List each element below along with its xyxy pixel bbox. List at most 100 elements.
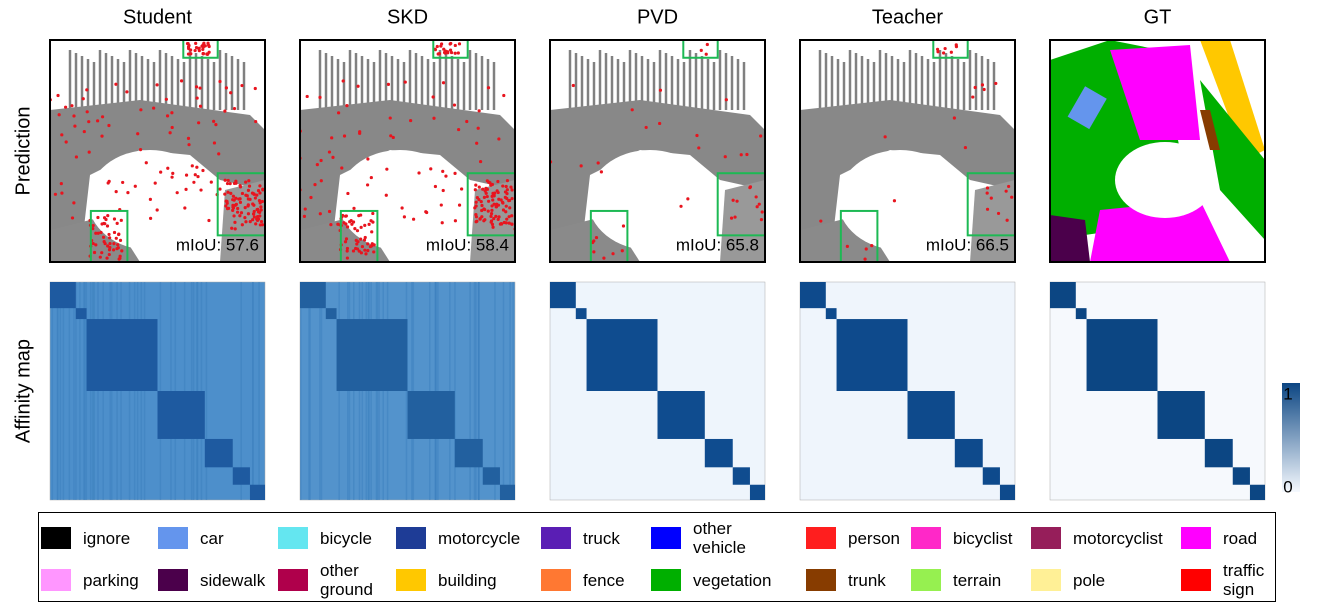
error-dot [435,44,439,49]
legend-label: bicycle [320,528,372,548]
error-dot [475,141,479,145]
error-dot [474,215,479,219]
error-dot [505,192,509,196]
car [1067,86,1107,130]
image-border [49,39,266,263]
error-dot [255,215,260,219]
error-dot [504,210,508,214]
error-dot [252,209,256,214]
legend-swatch [396,527,426,549]
legend-label: terrain [953,570,1002,590]
legend-swatch [806,527,836,549]
error-dot [355,229,360,233]
error-dot [207,218,211,223]
error-dot [757,202,761,206]
error-dot [229,191,233,195]
error-dot [159,170,163,174]
error-dot [755,205,759,209]
error-dot [139,108,143,112]
error-dot [244,180,248,184]
error-dot [102,240,106,244]
error-dot [170,175,174,179]
error-dot [496,190,500,195]
error-dot [175,191,179,195]
error-dot [179,79,184,83]
error-dot [107,123,111,128]
error-dot [345,225,350,229]
error-dot [57,113,61,117]
error-dot [225,201,229,205]
error-dot [487,199,491,203]
legend-swatch [278,527,308,549]
affinity-block [325,308,337,320]
error-dot [119,218,123,222]
legend-label: motorcycle [438,528,521,548]
error-dot [305,94,309,99]
error-dot [226,190,230,194]
error-dot [247,179,251,183]
error-dot [331,155,335,159]
affinity-block [1249,484,1265,500]
error-dot [679,204,683,208]
error-dot [340,166,344,170]
error-dot [759,218,764,222]
ground-right [220,180,265,262]
error-dot [491,198,495,202]
texture [469,282,471,500]
error-dot [238,184,242,188]
error-dot [644,125,648,130]
error-dot [233,220,237,224]
affinity-block [75,308,87,320]
error-dot [479,200,483,204]
error-dot [510,196,514,201]
affinity-block [657,391,705,439]
texture [68,282,71,500]
error-dot [480,208,484,213]
error-dot [344,222,348,226]
column-title: SKD [387,6,428,28]
error-dot [735,199,739,203]
error-dot [364,252,368,256]
error-dot [731,198,735,202]
texture [477,282,480,500]
error-dot [336,111,341,115]
error-dot [112,217,117,221]
error-dot [256,207,260,211]
error-dot [502,93,506,98]
error-dot [1007,184,1011,189]
error-dot [358,130,362,134]
error-dot [490,204,494,208]
error-dot [148,197,152,201]
affinity-block [982,467,1000,485]
error-dot [473,188,477,192]
legend-item: other ground [278,561,373,599]
texture [319,282,321,500]
texture [205,282,208,500]
affinity-block [1050,282,1076,309]
center [1115,142,1215,218]
error-dot [441,188,445,193]
texture [473,282,476,500]
error-dot [170,111,174,115]
error-dot [170,125,174,130]
legend-swatch [158,527,188,549]
error-dot [336,222,340,226]
legend-swatch [41,569,71,591]
error-dot [501,184,505,188]
error-dot [195,165,199,169]
error-dot [96,215,100,220]
error-dot [985,191,989,195]
affinity-block [232,467,250,485]
error-dot [91,227,95,231]
error-dot [198,104,203,108]
legend-label: traffic sign [1223,561,1265,599]
error-dot [599,170,603,174]
image-border [299,39,516,263]
affinity-block [157,391,205,439]
legend-label: fence [583,570,625,590]
error-dot [490,222,495,226]
legend-label: parking [83,570,139,590]
affinity-block [482,467,500,485]
error-dot [240,83,244,88]
veg2 [1200,80,1265,240]
